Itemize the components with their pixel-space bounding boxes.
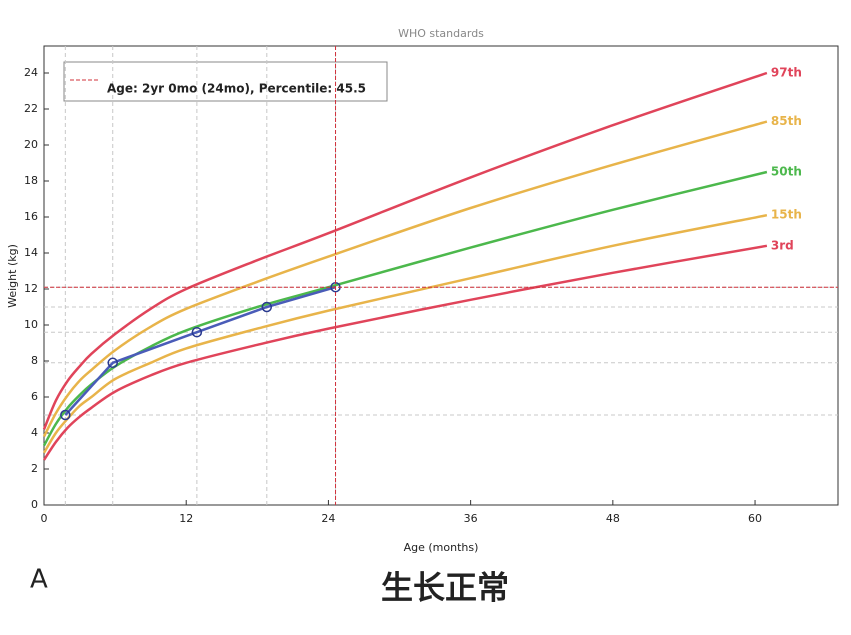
y-tick-label: 8	[31, 354, 38, 367]
measurement-point	[191, 326, 203, 338]
measurement-point	[60, 409, 71, 421]
percentile-line	[42, 120, 768, 438]
x-tick-label: 12	[179, 512, 193, 525]
series-label: 15th	[771, 208, 802, 222]
y-tick-label: 20	[24, 138, 38, 151]
legend-text: Age: 2yr 0mo (24mo), Percentile: 45.5	[107, 82, 366, 96]
plot-area	[43, 45, 839, 506]
y-tick-label: 12	[24, 282, 38, 295]
legend-box	[63, 61, 388, 102]
x-axis-label: Age (months)	[404, 541, 479, 554]
x-tick-label: 24	[321, 512, 335, 525]
y-tick-label: 14	[24, 246, 38, 259]
y-tick-label: 22	[24, 102, 38, 115]
panel-label: A	[30, 565, 48, 595]
y-tick-label: 18	[24, 174, 38, 187]
y-tick-label: 0	[31, 498, 38, 511]
y-tick-label: 10	[24, 318, 38, 331]
x-tick-label: 36	[464, 512, 478, 525]
measurement-point	[107, 357, 118, 369]
x-tick-label: 0	[41, 512, 48, 525]
series-label: 3rd	[771, 238, 794, 252]
y-tick-label: 2	[31, 462, 38, 475]
series-label: 50th	[771, 165, 802, 179]
measurement-point	[261, 301, 273, 313]
y-tick-label: 6	[31, 390, 38, 403]
caption: 生长正常	[381, 569, 509, 607]
y-tick-label: 24	[24, 66, 38, 79]
x-tick-label: 48	[606, 512, 620, 525]
y-axis-label: Weight (kg)	[6, 244, 19, 308]
measurement-line	[64, 285, 336, 416]
x-tick-label: 60	[748, 512, 762, 525]
percentile-line	[42, 71, 768, 430]
series-label: 85th	[771, 114, 802, 128]
y-tick-label: 4	[31, 426, 38, 439]
percentile-line	[42, 170, 768, 447]
y-tick-label: 16	[24, 210, 38, 223]
chart-title: WHO standards	[398, 27, 484, 40]
series-label: 97th	[771, 66, 802, 80]
